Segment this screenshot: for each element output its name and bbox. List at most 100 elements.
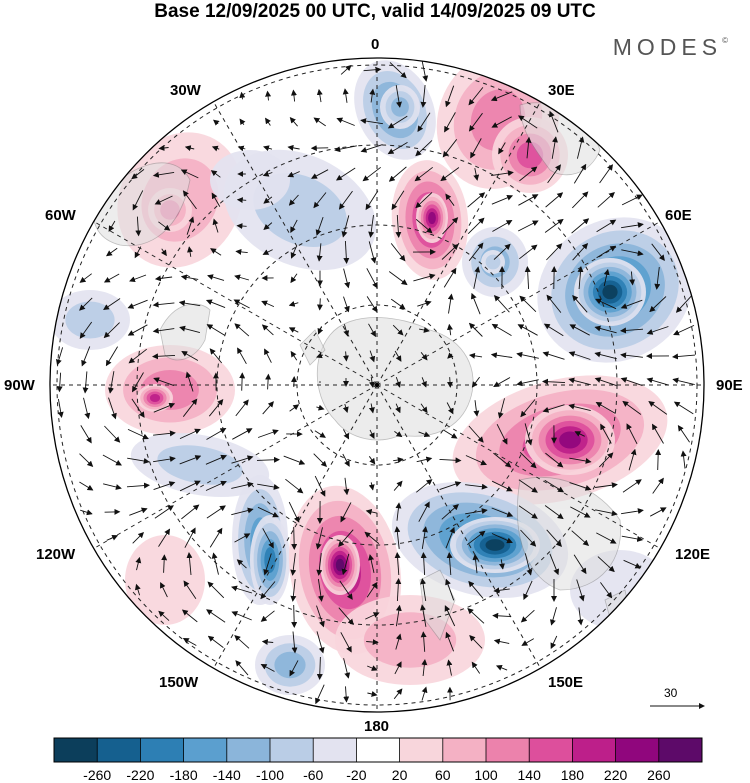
wind-vector [493, 295, 510, 313]
wind-vector [518, 479, 538, 493]
wind-vector [445, 631, 455, 652]
wind-vector [573, 163, 587, 184]
colorbar-swatch [140, 738, 185, 762]
wind-vector [519, 244, 538, 260]
wind-vector [651, 243, 665, 261]
wind-vector [569, 482, 592, 491]
wind-vector [291, 631, 298, 654]
wind-vector [153, 402, 176, 413]
wind-vector [519, 166, 538, 182]
wind-vector [231, 585, 253, 594]
wind-vector [417, 112, 431, 133]
wind-vector [546, 529, 562, 547]
wind-vector [421, 659, 428, 677]
wind-vector [340, 64, 352, 75]
landmass [419, 569, 456, 641]
wind-vector [468, 425, 484, 443]
wind-vector [369, 377, 375, 388]
wind-vector [212, 218, 219, 233]
wind-vector [366, 639, 379, 646]
wind-vector [106, 534, 119, 541]
wind-vector [127, 428, 149, 440]
wind-vector [135, 216, 142, 237]
lon-label-30e: 30E [548, 82, 575, 99]
wind-vector [134, 246, 142, 259]
wind-vector [595, 401, 616, 414]
anomaly-contour [428, 211, 436, 225]
wind-vector [492, 612, 511, 619]
wind-vector [108, 397, 117, 420]
wind-vector [420, 604, 427, 627]
wind-vector [468, 112, 483, 132]
wind-vector [594, 325, 617, 334]
wind-vector [154, 195, 173, 205]
wind-vector [490, 91, 513, 102]
wind-vector [158, 144, 169, 151]
map-title: Base 12/09/2025 00 UTC, valid 14/09/2025… [154, 1, 596, 22]
wind-vector [519, 295, 537, 313]
wind-vector [206, 505, 226, 519]
wind-vector [185, 371, 194, 392]
colorbar-swatch [54, 738, 98, 762]
wind-vector [577, 266, 584, 290]
wind-vector [160, 248, 167, 257]
wind-vector [108, 220, 116, 232]
wind-vector [340, 632, 352, 653]
colorbar-label: -60 [303, 767, 324, 783]
wind-vector [289, 117, 298, 127]
wind-vector [288, 501, 300, 523]
wind-vector [103, 322, 120, 339]
wind-vector [206, 324, 225, 336]
colorbar-label: -140 [212, 767, 241, 783]
anomaly-contour [559, 431, 581, 449]
wind-vector [550, 635, 558, 650]
wind-vector [417, 300, 432, 307]
wind-vector [468, 322, 483, 337]
wind-vector [496, 423, 508, 445]
wind-vector [290, 273, 298, 284]
wind-vector [338, 529, 354, 548]
wind-vector [290, 219, 298, 233]
wind-vector [467, 530, 486, 546]
wind-vector [568, 403, 591, 412]
colorbar-swatch [572, 738, 617, 762]
wind-vector [187, 246, 193, 257]
wind-vector [444, 605, 456, 627]
wind-vector [368, 215, 375, 238]
lon-label-120w: 120W [36, 546, 76, 563]
wind-vector [208, 399, 224, 417]
wind-vector [131, 372, 144, 393]
wind-vector [572, 294, 588, 313]
wind-vector [237, 145, 246, 152]
wind-vector [395, 578, 402, 602]
wind-vector [366, 296, 378, 313]
wind-vector [234, 635, 250, 649]
wind-vector [654, 267, 661, 290]
wind-vectors [55, 59, 696, 705]
wind-vector [491, 480, 513, 492]
wind-vector [491, 323, 512, 336]
colorbar [53, 737, 703, 763]
wind-vector [315, 684, 325, 705]
wind-vector [547, 164, 561, 184]
wind-vector [446, 402, 454, 415]
wind-vector [291, 526, 298, 550]
wind-vector [465, 455, 488, 466]
wind-vector [675, 295, 692, 313]
wind-vector [491, 116, 512, 128]
wind-vector [128, 348, 147, 364]
anomaly-contour [485, 254, 501, 270]
wind-vector [621, 222, 644, 229]
wind-vector [365, 612, 380, 620]
wind-vector [447, 293, 454, 314]
wind-vector [105, 247, 118, 257]
wind-vector [620, 299, 643, 309]
wind-vector [152, 327, 175, 334]
wind-vector [420, 578, 427, 601]
wind-vector [152, 301, 175, 308]
wind-vector [596, 532, 617, 544]
wind-vector [491, 533, 513, 544]
wind-vector [342, 88, 349, 103]
wind-vector [571, 191, 589, 209]
wind-vector [447, 352, 454, 359]
